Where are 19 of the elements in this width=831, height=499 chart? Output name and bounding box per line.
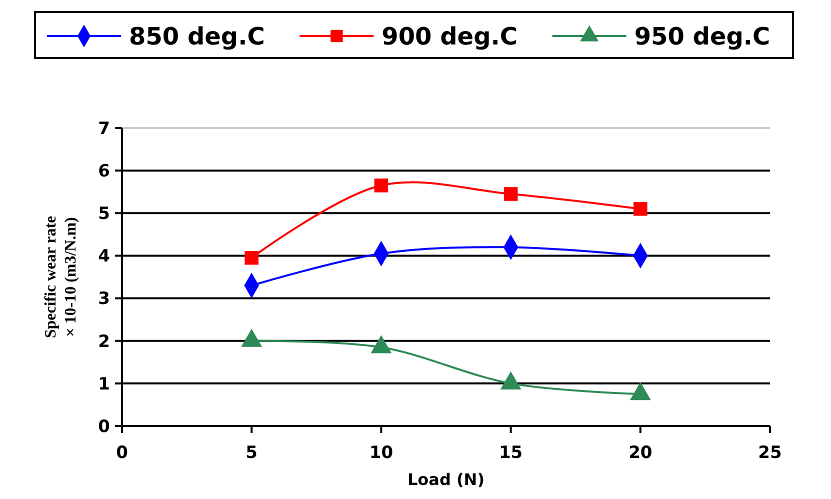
legend-label: 950 deg.C xyxy=(634,22,770,50)
x-axis-title: Load (N) xyxy=(407,470,485,489)
x-tick-label: 5 xyxy=(246,443,258,463)
y-tick-label: 7 xyxy=(98,118,110,139)
y-tick-label: 6 xyxy=(98,162,110,182)
y-axis-title: Specific wear rate × 10-10 (m3/N.m) xyxy=(42,216,80,338)
x-tick-label: 15 xyxy=(498,443,523,463)
y-tick-label: 1 xyxy=(98,374,110,394)
x-tick-label: 10 xyxy=(369,443,394,463)
y-tick-label: 5 xyxy=(98,204,110,224)
legend-label: 900 deg.C xyxy=(382,22,518,50)
x-tick-label: 0 xyxy=(116,443,128,463)
y-tick-label: 0 xyxy=(98,416,110,437)
y-tick-label: 3 xyxy=(98,289,110,310)
y-tick-label: 4 xyxy=(98,246,110,267)
x-tick-label: 20 xyxy=(628,443,652,463)
legend-label: 850 deg.C xyxy=(129,22,265,50)
x-tick-label: 25 xyxy=(758,443,782,463)
y-tick-label: 2 xyxy=(98,332,110,352)
